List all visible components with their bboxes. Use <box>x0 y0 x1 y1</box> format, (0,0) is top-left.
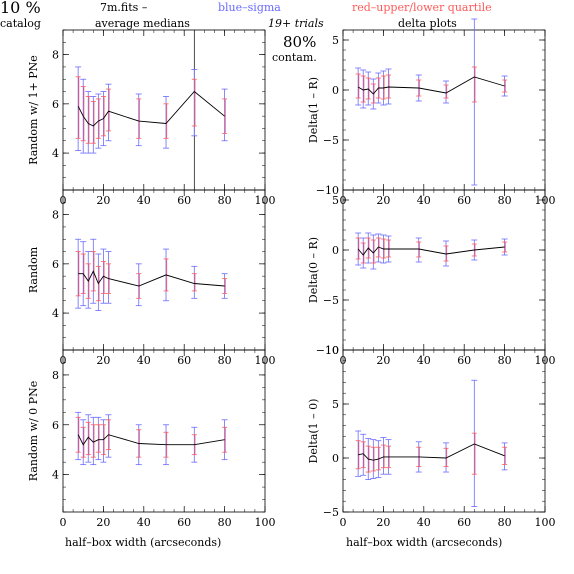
x-tick-label: 60 <box>457 194 471 207</box>
x-tick-label: 40 <box>137 516 151 529</box>
y-tick-label: 5 <box>332 398 339 411</box>
y-tick-label: 6 <box>52 419 59 432</box>
panel-frame <box>342 189 546 351</box>
x-tick-label: 80 <box>498 194 512 207</box>
panel-frame <box>342 29 546 191</box>
y-tick-label: −5 <box>323 294 339 307</box>
x-tick-label: 20 <box>376 516 390 529</box>
y-tick-label: 5 <box>332 34 339 47</box>
y-tick-label: 4 <box>52 307 59 320</box>
x-tick-label: 100 <box>255 516 276 529</box>
x-tick-label: 20 <box>96 354 110 367</box>
x-tick-label: 20 <box>376 194 390 207</box>
y-axis-label: Random <box>27 246 40 293</box>
x-tick-label: 80 <box>218 354 232 367</box>
x-tick-label: 80 <box>498 516 512 529</box>
x-tick-label: 80 <box>218 194 232 207</box>
x-tick-label: 20 <box>376 354 390 367</box>
x-tick-label: 0 <box>60 516 67 529</box>
x-tick-label: 20 <box>96 194 110 207</box>
y-tick-label: 6 <box>52 98 59 111</box>
x-tick-label: 80 <box>498 354 512 367</box>
x-tick-label: 40 <box>137 354 151 367</box>
x-tick-label: 40 <box>417 354 431 367</box>
x-tick-label: 60 <box>177 516 191 529</box>
x-tick-label: 40 <box>137 194 151 207</box>
x-tick-label: 20 <box>96 516 110 529</box>
y-axis-label: Delta(1 – 0) <box>307 399 320 464</box>
x-tick-label: 0 <box>340 516 347 529</box>
x-tick-label: 60 <box>457 516 471 529</box>
median-line <box>358 443 505 461</box>
x-tick-label: 60 <box>457 354 471 367</box>
y-axis-label: Random w/ 1+ PNe <box>27 55 40 165</box>
y-tick-label: −10 <box>316 184 339 197</box>
x-tick-label: 40 <box>417 194 431 207</box>
x-tick-label: 60 <box>177 194 191 207</box>
median-line <box>78 270 225 287</box>
y-tick-label: 0 <box>332 244 339 257</box>
y-tick-label: 6 <box>52 258 59 271</box>
panel-frame <box>342 349 546 513</box>
y-tick-label: −5 <box>323 134 339 147</box>
y-tick-label: 8 <box>52 49 59 62</box>
y-tick-label: 5 <box>332 194 339 207</box>
header-contam: contam. <box>272 51 317 64</box>
median-line <box>77 434 225 446</box>
y-axis-label: Delta(1 – R) <box>307 77 320 143</box>
header-red-legend: red–upper/lower quartile <box>352 1 492 14</box>
x-tick-label: 60 <box>177 354 191 367</box>
header-blue-legend: blue–sigma <box>218 1 281 14</box>
y-tick-label: 0 <box>332 452 339 465</box>
y-tick-label: −10 <box>316 344 339 357</box>
header-catalog: catalog <box>0 17 41 30</box>
y-axis-label: Random w/ 0 PNe <box>27 381 40 481</box>
header-medians: average medians <box>95 17 190 30</box>
x-tick-label: 100 <box>535 516 556 529</box>
median-line <box>357 76 505 95</box>
y-tick-label: 8 <box>52 369 59 382</box>
header-trials: 19+ trials <box>268 17 324 30</box>
xlabel-left: half–box width (arcseconds) <box>65 536 221 549</box>
median-line <box>357 246 505 256</box>
y-tick-label: −5 <box>323 506 339 519</box>
y-tick-label: 0 <box>332 84 339 97</box>
header-contam-pct: 80% <box>283 33 316 51</box>
y-tick-label: 8 <box>52 209 59 222</box>
y-tick-label: 4 <box>52 469 59 482</box>
y-tick-label: 4 <box>52 147 59 160</box>
header-percent: 10 % <box>0 0 41 17</box>
median-line <box>77 90 225 127</box>
x-tick-label: 80 <box>218 516 232 529</box>
header-file: 7m.fits – <box>100 1 148 14</box>
x-tick-label: 40 <box>417 516 431 529</box>
xlabel-right: half–box width (arcseconds) <box>346 536 502 549</box>
header-delta: delta plots <box>398 17 457 30</box>
y-axis-label: Delta(0 – R) <box>307 237 320 303</box>
panel-5: 0 20 40 60 80 100 4 6 8 Random w/ 0 PNe <box>27 349 276 529</box>
y-tick-label: 10 <box>325 344 339 357</box>
